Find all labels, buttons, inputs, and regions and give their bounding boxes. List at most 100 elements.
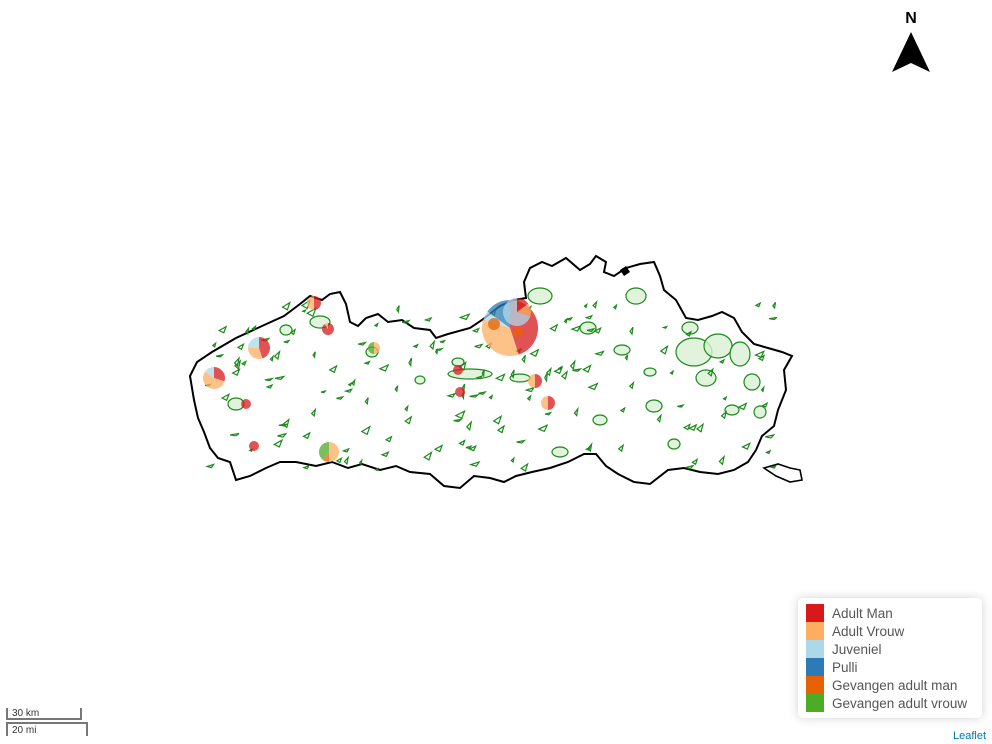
- legend-swatch: [806, 622, 824, 640]
- protected-area: [720, 410, 728, 420]
- pie-slice: [249, 441, 259, 451]
- protected-area: [363, 360, 371, 365]
- protected-area: [688, 423, 698, 432]
- protected-area: [724, 404, 740, 416]
- protected-area: [549, 323, 559, 332]
- legend-item: Adult Man: [806, 604, 893, 622]
- protected-area: [570, 324, 582, 332]
- pie-marker[interactable]: [368, 342, 380, 354]
- protected-area: [587, 382, 599, 391]
- pie-marker[interactable]: [541, 396, 555, 410]
- pie-marker[interactable]: [513, 327, 523, 337]
- pie-marker[interactable]: [248, 337, 271, 360]
- pie-slice: [259, 337, 271, 359]
- pie-marker[interactable]: [453, 365, 463, 375]
- legend-swatch: [806, 658, 824, 676]
- protected-area: [529, 348, 540, 357]
- protected-area: [510, 456, 515, 464]
- protected-area: [373, 322, 379, 328]
- protected-area: [378, 363, 390, 372]
- protected-area: [557, 365, 563, 371]
- protected-area: [553, 366, 564, 375]
- pie-marker[interactable]: [319, 442, 339, 462]
- pie-marker[interactable]: [241, 399, 251, 409]
- protected-area: [465, 420, 473, 431]
- pie-slice: [248, 337, 259, 348]
- protected-area: [579, 321, 597, 335]
- protected-area: [408, 357, 413, 368]
- protected-area: [612, 303, 618, 310]
- protected-area: [364, 397, 369, 406]
- protected-area: [645, 399, 663, 413]
- protected-area: [475, 375, 484, 380]
- pie-slice: [528, 374, 535, 388]
- pie-slice: [548, 396, 555, 410]
- protected-area: [468, 460, 481, 467]
- pie-slice: [324, 323, 328, 329]
- protected-area: [465, 445, 473, 450]
- pie-marker[interactable]: [503, 298, 532, 327]
- protected-area: [643, 367, 657, 377]
- pie-marker[interactable]: [322, 323, 335, 336]
- attribution-link[interactable]: Leaflet: [950, 730, 988, 742]
- protected-area: [305, 307, 317, 318]
- protected-area: [231, 368, 241, 376]
- protected-area: [685, 464, 695, 470]
- protected-area: [584, 446, 592, 451]
- protected-area: [277, 432, 288, 438]
- pie-marker[interactable]: [488, 318, 500, 330]
- legend: Adult Man Adult Vrouw Juveniel Pulli Gevange…: [798, 598, 982, 718]
- protected-area: [320, 389, 327, 394]
- protected-area: [613, 344, 631, 356]
- pie-marker[interactable]: [249, 441, 259, 451]
- legend-label: Pulli: [832, 659, 858, 675]
- protected-area: [474, 343, 484, 349]
- pie-marker[interactable]: [203, 366, 226, 389]
- protected-area: [211, 341, 217, 348]
- protected-area: [245, 326, 250, 336]
- pie-slice: [374, 342, 380, 354]
- protected-area: [572, 368, 583, 372]
- pie-slice: [453, 365, 463, 375]
- protected-area: [524, 386, 536, 393]
- protected-area: [434, 348, 439, 355]
- protected-area: [772, 301, 777, 310]
- protected-area: [695, 369, 717, 387]
- protected-area: [240, 360, 247, 366]
- pie-marker[interactable]: [307, 296, 321, 310]
- protected-area: [236, 342, 245, 351]
- protected-area: [302, 431, 311, 440]
- protected-area: [269, 354, 275, 362]
- exclave: [620, 266, 630, 276]
- legend-item: Gevangen adult vrouw: [806, 694, 967, 712]
- protected-area: [760, 385, 765, 393]
- observation-markers-layer[interactable]: [203, 296, 555, 462]
- protected-area: [488, 394, 494, 400]
- protected-area: [274, 375, 286, 380]
- protected-area: [229, 432, 240, 437]
- protected-area: [423, 316, 433, 322]
- protected-area: [592, 300, 598, 309]
- pie-slice: [319, 442, 329, 461]
- protected-area: [619, 406, 626, 413]
- protected-area: [685, 330, 693, 337]
- protected-area: [374, 467, 380, 472]
- protected-area: [402, 319, 411, 324]
- protected-area: [360, 425, 371, 436]
- pie-marker[interactable]: [528, 374, 542, 388]
- protected-area: [471, 327, 481, 333]
- protected-area: [682, 423, 691, 431]
- pie-slice: [517, 303, 532, 317]
- pie-marker[interactable]: [455, 387, 465, 397]
- protected-area: [469, 393, 481, 398]
- protected-area: [624, 354, 629, 362]
- legend-swatch: [806, 676, 824, 694]
- protected-area: [677, 404, 686, 408]
- protected-area: [433, 444, 444, 453]
- pie-slice: [488, 318, 500, 330]
- protected-area: [341, 447, 351, 453]
- protected-area: [582, 364, 592, 373]
- protected-area: [217, 325, 228, 334]
- legend-label: Adult Vrouw: [832, 623, 905, 639]
